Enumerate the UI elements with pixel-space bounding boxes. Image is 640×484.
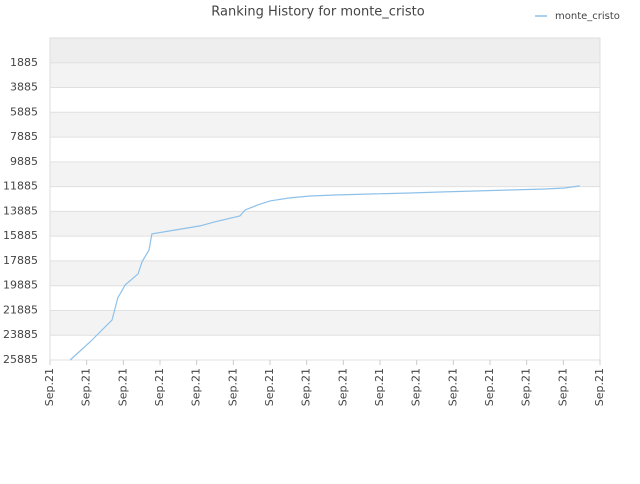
band — [50, 62, 600, 88]
legend-label: monte_cristo — [555, 11, 620, 22]
y-tick-label: 3885 — [10, 81, 38, 94]
x-tick-label: Sep.21 — [446, 368, 459, 406]
y-tick-label: 11885 — [3, 180, 38, 193]
y-tick-label: 13885 — [3, 204, 38, 217]
x-tick-label: Sep.21 — [373, 368, 386, 406]
x-tick-label: Sep.21 — [300, 368, 313, 406]
x-tick-label: Sep.21 — [43, 368, 56, 406]
y-tick-label: 5885 — [10, 105, 38, 118]
band — [50, 310, 600, 336]
x-tick-label: Sep.21 — [556, 368, 569, 406]
x-tick-label: Sep.21 — [263, 368, 276, 406]
y-tick-label: 15885 — [3, 229, 38, 242]
x-tick-label: Sep.21 — [190, 368, 203, 406]
y-tick-label: 19885 — [3, 279, 38, 292]
x-tick-label: Sep.21 — [116, 368, 129, 406]
y-tick-label: 23885 — [3, 328, 38, 341]
band — [50, 38, 600, 63]
x-tick-label: Sep.21 — [410, 368, 423, 406]
chart-title: Ranking History for monte_cristo — [211, 5, 425, 20]
x-tick-label: Sep.21 — [226, 368, 239, 406]
y-tick-label: 9885 — [10, 155, 38, 168]
band — [50, 211, 600, 237]
band — [50, 137, 600, 162]
x-tick-label: Sep.21 — [336, 368, 349, 406]
y-tick-label: 7885 — [10, 130, 38, 143]
y-tick-label: 1885 — [10, 56, 38, 69]
band — [50, 161, 600, 187]
x-tick-label: Sep.21 — [520, 368, 533, 406]
band — [50, 186, 600, 212]
x-tick-label: Sep.21 — [80, 368, 93, 406]
y-tick-label: 21885 — [3, 303, 38, 316]
band — [50, 112, 600, 138]
band — [50, 87, 600, 113]
y-tick-label: 17885 — [3, 254, 38, 267]
x-tick-label: Sep.21 — [593, 368, 606, 406]
series-line — [69, 185, 580, 361]
band — [50, 260, 600, 286]
band — [50, 335, 600, 360]
y-tick-label: 25885 — [3, 353, 38, 366]
band — [50, 236, 600, 261]
band — [50, 285, 600, 311]
x-tick-label: Sep.21 — [483, 368, 496, 406]
x-tick-label: Sep.21 — [153, 368, 166, 406]
